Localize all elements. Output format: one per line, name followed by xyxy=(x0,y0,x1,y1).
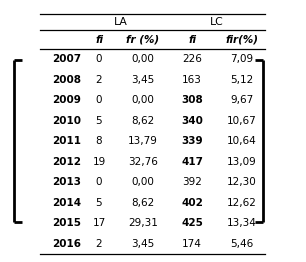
Text: 5,12: 5,12 xyxy=(230,75,254,85)
Text: LA: LA xyxy=(114,17,128,27)
Text: 174: 174 xyxy=(182,239,202,249)
Text: 10,64: 10,64 xyxy=(227,136,257,146)
Text: 163: 163 xyxy=(182,75,202,85)
Text: 417: 417 xyxy=(181,157,203,167)
Text: 2007: 2007 xyxy=(52,54,82,64)
Text: 2012: 2012 xyxy=(53,157,81,167)
Text: 2008: 2008 xyxy=(53,75,81,85)
Text: 2011: 2011 xyxy=(53,136,81,146)
Text: 17: 17 xyxy=(92,218,106,228)
Text: fi: fi xyxy=(188,35,196,45)
Text: 12,30: 12,30 xyxy=(227,177,257,187)
Text: 8,62: 8,62 xyxy=(131,116,155,126)
Text: 0,00: 0,00 xyxy=(132,177,155,187)
Text: 340: 340 xyxy=(181,116,203,126)
Text: 12,62: 12,62 xyxy=(227,198,257,208)
Text: fr (%): fr (%) xyxy=(126,35,159,45)
Text: 2014: 2014 xyxy=(52,198,82,208)
Text: 0,00: 0,00 xyxy=(132,95,155,105)
Text: 9,67: 9,67 xyxy=(230,95,254,105)
Text: 0: 0 xyxy=(96,54,102,64)
Text: 7,09: 7,09 xyxy=(230,54,254,64)
Text: 2016: 2016 xyxy=(53,239,81,249)
Text: 2010: 2010 xyxy=(53,116,81,126)
Text: fi: fi xyxy=(95,35,103,45)
Text: 13,34: 13,34 xyxy=(227,218,257,228)
Text: 2013: 2013 xyxy=(53,177,81,187)
Text: 2009: 2009 xyxy=(53,95,81,105)
Text: 226: 226 xyxy=(182,54,202,64)
Text: 5,46: 5,46 xyxy=(230,239,254,249)
Text: 308: 308 xyxy=(181,95,203,105)
Text: 0: 0 xyxy=(96,177,102,187)
Text: 29,31: 29,31 xyxy=(128,218,158,228)
Text: 402: 402 xyxy=(181,198,203,208)
Text: 392: 392 xyxy=(182,177,202,187)
Text: 3,45: 3,45 xyxy=(131,75,155,85)
Text: 425: 425 xyxy=(181,218,203,228)
Text: 8,62: 8,62 xyxy=(131,198,155,208)
Text: 0,00: 0,00 xyxy=(132,54,155,64)
Text: 32,76: 32,76 xyxy=(128,157,158,167)
Text: LC: LC xyxy=(210,17,224,27)
Text: 3,45: 3,45 xyxy=(131,239,155,249)
Text: 8: 8 xyxy=(96,136,102,146)
Text: 5: 5 xyxy=(96,116,102,126)
Text: 339: 339 xyxy=(181,136,203,146)
Text: 2: 2 xyxy=(96,75,102,85)
Text: 13,09: 13,09 xyxy=(227,157,257,167)
Text: 19: 19 xyxy=(92,157,106,167)
Text: 2015: 2015 xyxy=(53,218,81,228)
Text: 5: 5 xyxy=(96,198,102,208)
Text: 2: 2 xyxy=(96,239,102,249)
Text: 0: 0 xyxy=(96,95,102,105)
Text: 10,67: 10,67 xyxy=(227,116,257,126)
Text: 13,79: 13,79 xyxy=(128,136,158,146)
Text: fir(%): fir(%) xyxy=(226,35,259,45)
